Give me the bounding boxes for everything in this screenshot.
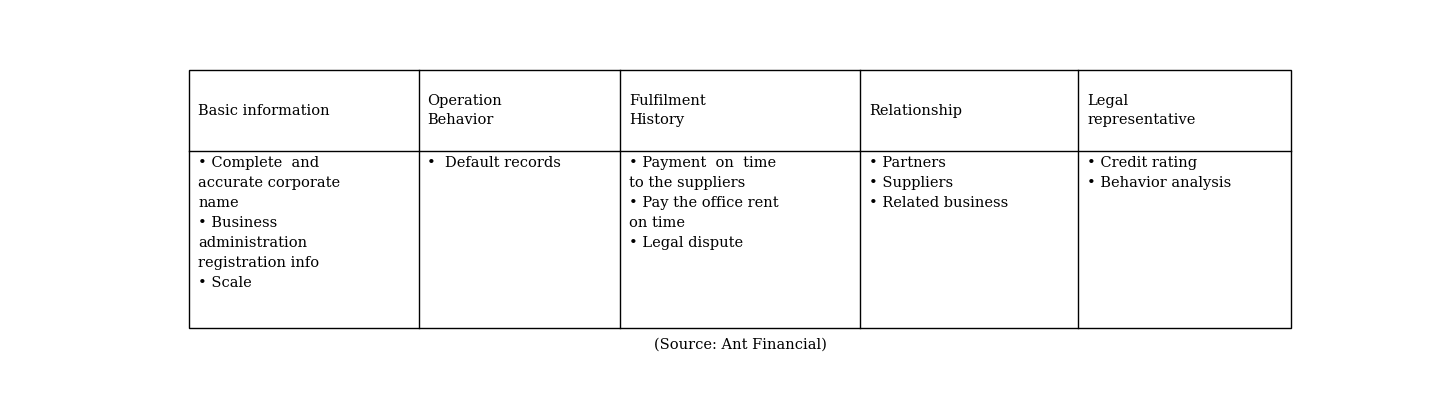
Text: Relationship: Relationship	[869, 104, 962, 118]
Text: Operation
Behavior: Operation Behavior	[427, 95, 503, 127]
Text: • Credit rating
• Behavior analysis: • Credit rating • Behavior analysis	[1087, 156, 1232, 190]
Text: Basic information: Basic information	[198, 104, 331, 118]
Text: • Complete  and
accurate corporate
name
• Business
administration
registration i: • Complete and accurate corporate name •…	[198, 156, 341, 290]
Text: Legal
representative: Legal representative	[1087, 95, 1196, 127]
Bar	[189, 70, 1291, 328]
Text: •  Default records: • Default records	[427, 156, 562, 170]
Text: • Payment  on  time
to the suppliers
• Pay the office rent
on time
• Legal dispu: • Payment on time to the suppliers • Pay…	[630, 156, 778, 250]
Text: Fulfilment
History: Fulfilment History	[630, 95, 706, 127]
Text: • Partners
• Suppliers
• Related business: • Partners • Suppliers • Related busines…	[869, 156, 1008, 210]
Text: (Source: Ant Financial): (Source: Ant Financial)	[654, 338, 826, 352]
